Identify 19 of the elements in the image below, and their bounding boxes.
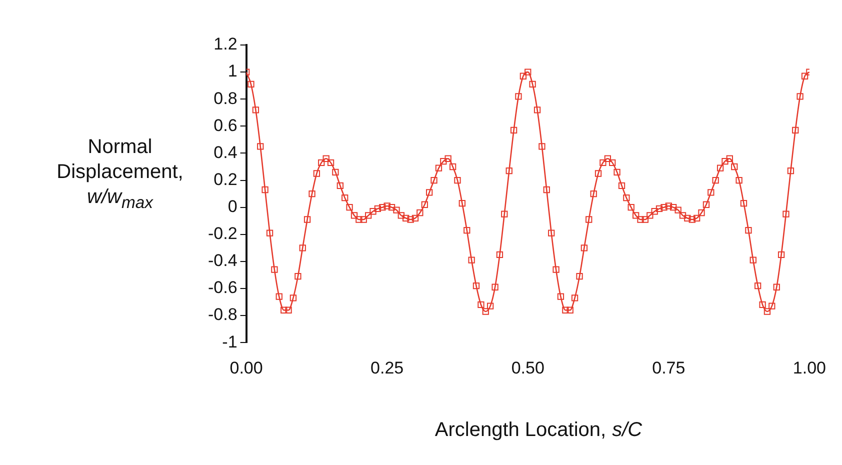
x-axis-title: Arclength Location, s/C <box>434 418 642 443</box>
y-tick-label: -0.6 <box>208 278 238 298</box>
y-axis-title: Normal Displacement, w/w$_{max}$ <box>56 136 184 212</box>
x-tick-label: 0.00 <box>230 358 263 378</box>
y-tick-label: 0 <box>228 197 238 216</box>
y-tick-label: -0.4 <box>208 251 238 270</box>
y-tick-label: 0.4 <box>214 142 238 162</box>
y-tick-label: 1.2 <box>214 34 238 54</box>
x-tick-label: 1.00 <box>792 358 826 378</box>
y-tick-label: -0.8 <box>208 305 238 324</box>
x-tick-label: 0.25 <box>370 358 404 378</box>
x-tick-label: 0.75 <box>652 358 686 378</box>
y-tick-label: 0.8 <box>214 88 238 108</box>
y-tick-label: 1 <box>228 62 238 81</box>
x-tick-label: 0.50 <box>511 358 544 378</box>
y-tick-label: 0.2 <box>214 170 238 189</box>
y-tick-label: -0.2 <box>208 224 238 244</box>
y-tick-label: -1 <box>222 332 238 352</box>
y-tick-label: 0.6 <box>214 116 238 135</box>
